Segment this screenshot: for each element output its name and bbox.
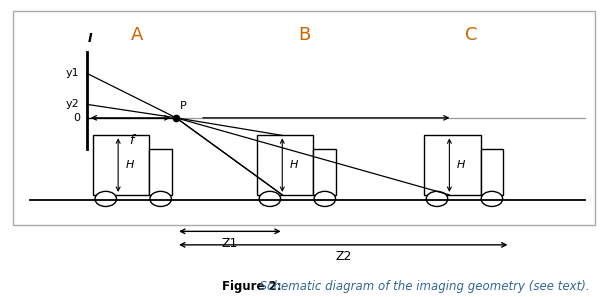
Text: Schematic diagram of the imaging geometry (see text).: Schematic diagram of the imaging geometr… — [222, 280, 590, 293]
Text: Figure 2:: Figure 2: — [222, 280, 282, 293]
Ellipse shape — [314, 191, 336, 206]
Text: B: B — [298, 26, 311, 45]
Ellipse shape — [481, 191, 502, 206]
Text: C: C — [465, 26, 478, 45]
Bar — [481, 149, 503, 195]
Bar — [257, 135, 314, 195]
Bar — [149, 149, 172, 195]
Bar — [314, 149, 336, 195]
Bar — [93, 135, 149, 195]
Text: A: A — [131, 26, 144, 45]
Text: Z1: Z1 — [222, 237, 238, 250]
Bar — [13, 11, 595, 225]
Text: y2: y2 — [66, 99, 80, 109]
Text: P: P — [180, 101, 187, 111]
Ellipse shape — [150, 191, 171, 206]
Text: f: f — [129, 134, 133, 147]
Text: H: H — [125, 160, 134, 170]
Text: H: H — [289, 160, 298, 170]
Ellipse shape — [95, 191, 116, 206]
Ellipse shape — [259, 191, 281, 206]
Text: H: H — [457, 160, 465, 170]
Text: 0: 0 — [74, 113, 80, 123]
Text: I: I — [87, 32, 92, 45]
Text: y1: y1 — [66, 68, 80, 78]
Text: Z2: Z2 — [335, 250, 351, 263]
Bar — [424, 135, 481, 195]
Ellipse shape — [426, 191, 448, 206]
